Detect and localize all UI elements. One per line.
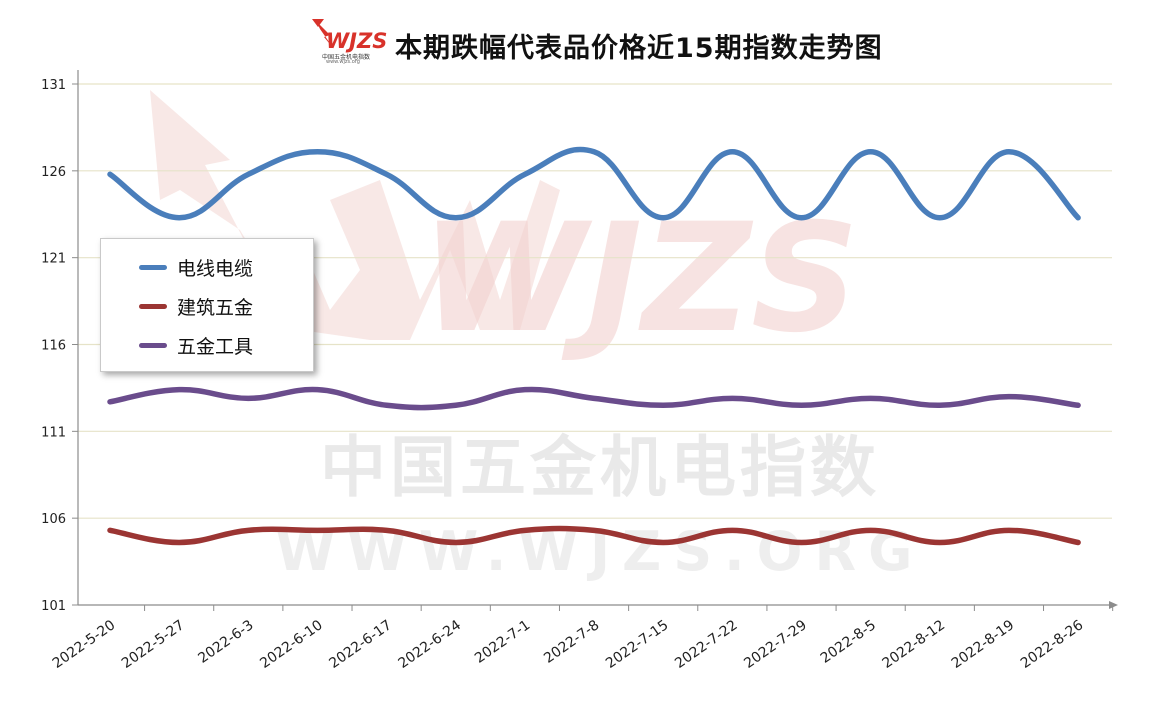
y-tick-label: 111 bbox=[41, 425, 66, 440]
y-tick-label: 101 bbox=[41, 599, 66, 614]
legend-label-3: 五金工具 bbox=[177, 332, 253, 359]
svg-text:WJZS: WJZS bbox=[326, 29, 387, 53]
x-tick-label: 2022-8-5 bbox=[818, 617, 879, 667]
legend-swatch-1 bbox=[139, 265, 167, 270]
y-tick-label: 116 bbox=[41, 339, 66, 354]
x-tick-label: 2022-7-29 bbox=[741, 617, 810, 672]
y-tick-label: 126 bbox=[41, 165, 66, 180]
x-axis-arrow bbox=[1109, 601, 1118, 609]
legend-item-series-2: 建筑五金 bbox=[101, 292, 311, 320]
chart-title: 本期跌幅代表品价格近15期指数走势图 bbox=[395, 26, 883, 65]
legend-swatch-2 bbox=[139, 304, 167, 309]
series-line-3 bbox=[110, 389, 1078, 407]
y-tick-label: 121 bbox=[41, 252, 66, 267]
x-tick-label: 2022-5-27 bbox=[119, 617, 188, 672]
logo-url: www.wjzs.org bbox=[326, 59, 360, 65]
x-tick-label: 2022-6-10 bbox=[257, 617, 326, 672]
x-tick-label: 2022-7-8 bbox=[541, 617, 602, 667]
x-tick-label: 2022-6-17 bbox=[326, 617, 395, 672]
y-tick-label: 131 bbox=[41, 78, 66, 93]
y-axis-ticks: 101 106 111 116 121 126 131 bbox=[41, 78, 78, 614]
legend-label-1: 电线电缆 bbox=[177, 254, 253, 281]
legend-label-2: 建筑五金 bbox=[177, 293, 253, 320]
header: WJZS 中国五金机电指数 www.wjzs.org 本期跌幅代表品价格近15期… bbox=[0, 12, 1154, 72]
x-tick-label: 2022-8-12 bbox=[880, 617, 949, 672]
x-tick-label: 2022-8-19 bbox=[949, 617, 1018, 672]
x-tick-label: 2022-7-1 bbox=[472, 617, 533, 667]
y-tick-label: 106 bbox=[41, 512, 66, 527]
legend: 电线电缆 建筑五金 五金工具 bbox=[100, 238, 314, 372]
x-tick-label: 2022-5-20 bbox=[50, 617, 119, 672]
x-tick-label: 2022-8-26 bbox=[1018, 617, 1087, 672]
x-tick-label: 2022-7-15 bbox=[603, 617, 672, 672]
legend-item-series-1: 电线电缆 bbox=[101, 253, 311, 281]
x-tick-label: 2022-7-22 bbox=[672, 617, 741, 672]
x-tick-label: 2022-6-24 bbox=[396, 617, 465, 672]
x-tick-label: 2022-6-3 bbox=[195, 617, 256, 667]
watermark-line1: 中国五金机电指数 bbox=[320, 429, 880, 506]
legend-item-series-3: 五金工具 bbox=[101, 331, 311, 359]
legend-swatch-3 bbox=[139, 343, 167, 348]
